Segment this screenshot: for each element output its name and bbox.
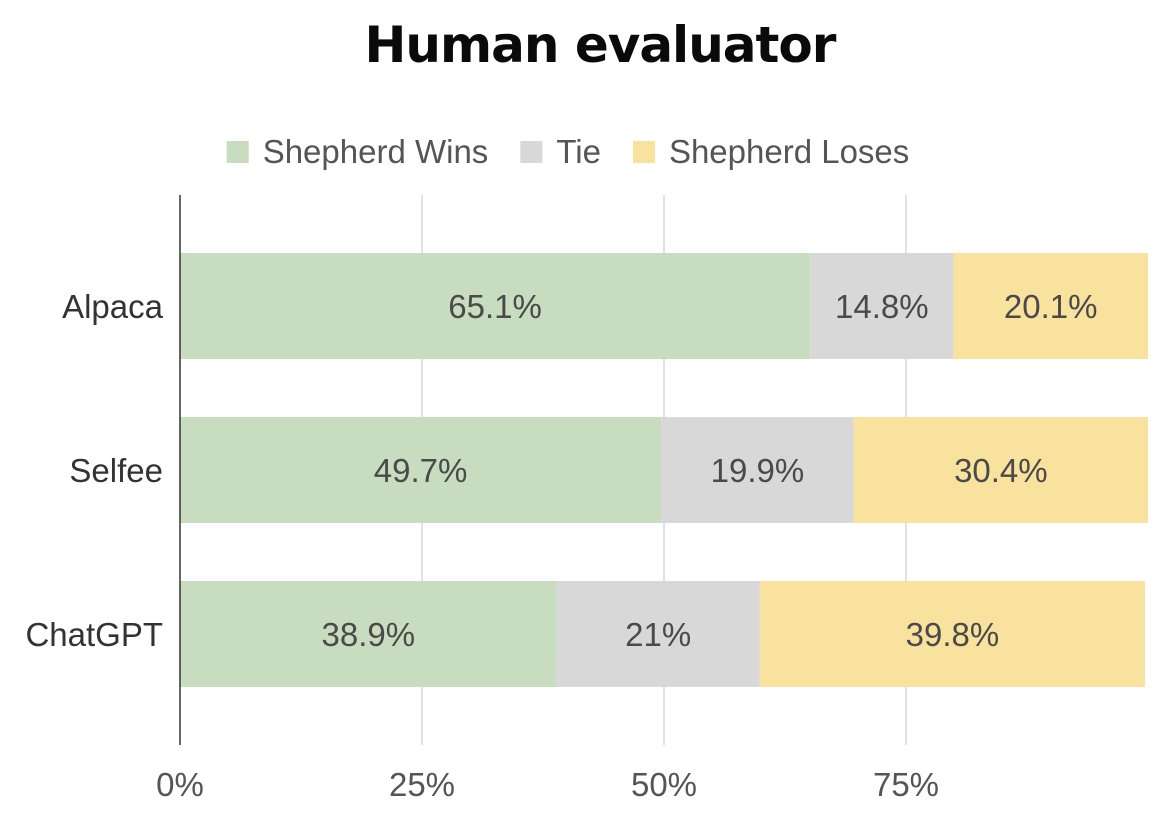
data-label-selfee-shepherd-wins: 49.7%	[374, 452, 468, 489]
x-tick-label-3: 75%	[873, 766, 939, 803]
legend-label: Tie	[556, 133, 601, 170]
data-label-selfee-shepherd-loses: 30.4%	[954, 452, 1048, 489]
category-label-alpaca: Alpaca	[62, 288, 164, 325]
bar-selfee-shepherd-loses	[853, 417, 1148, 523]
legend-item-shepherd-loses: Shepherd Loses	[632, 133, 909, 170]
bar-chatgpt-tie	[556, 581, 760, 687]
legend: Shepherd Wins Tie Shepherd Loses	[226, 133, 909, 170]
bar-chatgpt-shepherd-loses	[759, 581, 1146, 687]
x-axis: 0% 25% 50% 75%	[156, 766, 939, 803]
category-label-selfee: Selfee	[69, 452, 163, 489]
legend-label: Shepherd Wins	[263, 133, 489, 170]
bar-selfee-shepherd-wins	[180, 417, 662, 523]
data-label-chatgpt-tie: 21%	[625, 616, 691, 653]
data-label-alpaca-tie: 14.8%	[835, 288, 929, 325]
legend-swatch	[520, 141, 543, 163]
bar-alpaca-shepherd-loses	[953, 253, 1148, 359]
chart-title: Human evaluator	[365, 16, 837, 74]
legend-swatch	[226, 141, 249, 163]
legend-label: Shepherd Loses	[669, 133, 909, 170]
bars: 65.1% 14.8% 20.1% 49.7% 19.9% 30.4% 38.9% 21% 39…	[180, 253, 1148, 687]
legend-item-shepherd-wins: Shepherd Wins	[226, 133, 489, 170]
x-tick-label-1: 25%	[389, 766, 455, 803]
data-label-selfee-tie: 19.9%	[711, 452, 805, 489]
bar-alpaca-tie	[810, 253, 954, 359]
category-label-chatgpt: ChatGPT	[25, 616, 163, 653]
data-label-chatgpt-shepherd-wins: 38.9%	[321, 616, 415, 653]
bar-alpaca-shepherd-wins	[180, 253, 811, 359]
legend-swatch	[632, 141, 655, 163]
x-tick-label-2: 50%	[631, 766, 697, 803]
data-label-alpaca-shepherd-wins: 65.1%	[448, 288, 542, 325]
legend-item-tie: Tie	[520, 133, 601, 170]
bar-selfee-tie	[661, 417, 854, 523]
bar-chatgpt-shepherd-wins	[180, 581, 557, 687]
data-label-chatgpt-shepherd-loses: 39.8%	[906, 616, 1000, 653]
data-label-alpaca-shepherd-loses: 20.1%	[1004, 288, 1098, 325]
x-tick-label-0: 0%	[156, 766, 204, 803]
y-axis: Alpaca Selfee ChatGPT	[25, 195, 181, 745]
